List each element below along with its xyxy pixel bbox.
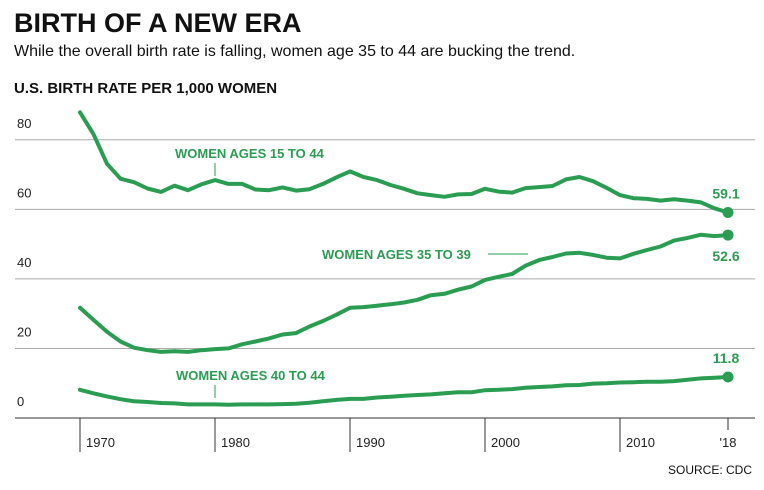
y-axis-label: U.S. BIRTH RATE PER 1,000 WOMEN (14, 80, 277, 97)
y-tick-label: 40 (17, 255, 31, 270)
x-tick-label: 1990 (356, 435, 385, 450)
x-tick-label: '18 (720, 435, 737, 450)
value-label: 52.6 (712, 248, 739, 264)
x-tick-label: 1970 (86, 435, 115, 450)
chart-title: BIRTH OF A NEW ERA (14, 8, 301, 38)
end-point (722, 206, 734, 218)
series-line (78, 110, 730, 215)
x-tick-label: 1980 (221, 435, 250, 450)
series-line (78, 375, 730, 407)
series-label: WOMEN AGES 35 TO 39 (322, 247, 471, 262)
chart-subtitle: While the overall birth rate is falling,… (14, 43, 575, 60)
y-tick-label: 60 (17, 185, 31, 200)
y-tick-label: 20 (17, 324, 31, 339)
y-tick-label: 0 (17, 394, 24, 409)
series-label: WOMEN AGES 40 TO 44 (176, 368, 326, 383)
x-tick-label: 2010 (626, 435, 655, 450)
series-line (78, 232, 730, 354)
value-label: 59.1 (712, 185, 739, 201)
value-label: 11.8 (713, 350, 740, 366)
x-tick-label: 2000 (491, 435, 520, 450)
series-label: WOMEN AGES 15 TO 44 (175, 146, 325, 161)
end-point (722, 371, 734, 383)
source: SOURCE: CDC (668, 463, 752, 477)
y-tick-label: 80 (17, 116, 31, 131)
end-point (722, 229, 734, 241)
